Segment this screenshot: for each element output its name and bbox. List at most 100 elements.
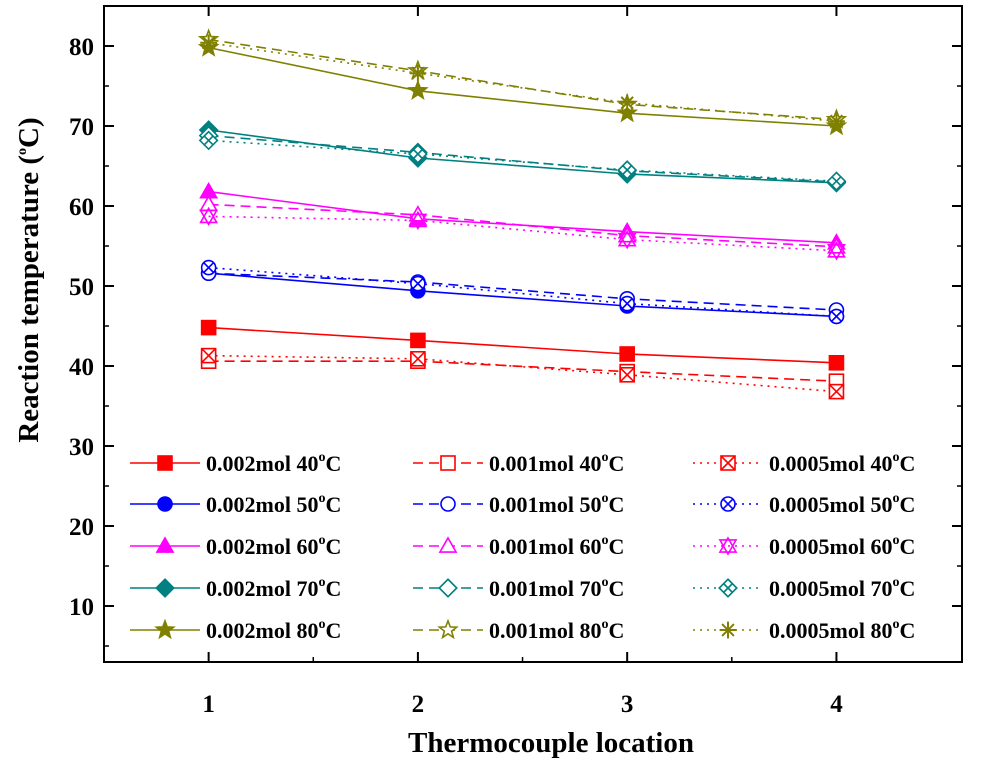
y-tick-label: 50 — [69, 274, 94, 301]
legend-entry: 0.002mol 70oC — [130, 575, 341, 601]
y-axis-title: Reaction temperature (oC) — [13, 117, 45, 442]
marker-triangle-x — [199, 206, 219, 224]
marker-star-filled — [407, 79, 429, 101]
marker-square-open — [440, 455, 456, 471]
legend-label: 0.002mol 60oC — [206, 533, 341, 559]
series-lines — [208, 38, 837, 393]
legend-entry: 0.001mol 60oC — [413, 533, 624, 559]
data-point — [199, 206, 219, 227]
y-tick-label: 10 — [69, 594, 94, 621]
series-line — [208, 354, 837, 393]
marker-triangle-x — [827, 241, 846, 258]
y-tick-label: 80 — [69, 34, 94, 61]
legend-entry: 0.001mol 70oC — [413, 575, 624, 601]
legend-entry: 0.002mol 50oC — [130, 491, 341, 517]
legend-entry: 0.0005mol 60oC — [693, 533, 915, 559]
x-axis-title: Thermocouple location — [408, 727, 694, 759]
series-line — [208, 38, 837, 121]
plot-border — [103, 5, 963, 663]
marker-triangle-x — [408, 210, 428, 228]
data-point — [828, 112, 845, 130]
x-tick-label: 1 — [202, 691, 215, 718]
marker-square-x-cross — [410, 351, 426, 367]
legend-label: 0.001mol 50oC — [489, 491, 624, 517]
legend-label: 0.002mol 70oC — [206, 575, 341, 601]
legend: 0.002mol 40oC 0.001mol 40oC 0.0005mol 40oC… — [130, 450, 915, 643]
marker-star-filled — [616, 101, 639, 123]
marker-square-filled — [410, 332, 426, 349]
marker-circle-open — [440, 496, 456, 512]
marker-triangle-x-inverted — [718, 539, 738, 556]
legend-label: 0.001mol 70oC — [489, 575, 624, 601]
marker-triangle-filled — [155, 536, 175, 553]
marker-star-open — [437, 618, 459, 640]
series-line — [208, 266, 837, 318]
series-line — [208, 215, 837, 252]
data-point — [826, 171, 847, 192]
data-point — [200, 34, 218, 52]
marker-triangle-open — [438, 536, 458, 553]
data-point — [619, 366, 635, 383]
y-axis: 10 20 30 40 50 60 70 80 — [69, 34, 962, 647]
legend-entry: 0.002mol 40oC — [130, 450, 341, 476]
y-tick-label: 20 — [69, 514, 94, 541]
marker-square-filled — [157, 455, 173, 471]
legend-entry: 0.0005mol 80oC — [693, 617, 915, 643]
marker-circle-filled — [157, 496, 173, 512]
legend-label: 0.002mol 80oC — [206, 617, 341, 643]
series-line — [208, 42, 837, 122]
legend-label: 0.0005mol 70oC — [769, 575, 915, 601]
marker-asterisk-arm — [721, 623, 735, 637]
marker-asterisk-arm — [201, 36, 216, 50]
marker-asterisk-arm — [620, 96, 634, 110]
marker-asterisk-arm — [411, 66, 425, 80]
data-point — [200, 259, 217, 276]
x-tick-label: 3 — [621, 691, 634, 718]
marker-star-filled — [154, 618, 176, 640]
series-markers — [197, 28, 848, 400]
legend-entry: 0.002mol 60oC — [130, 533, 341, 559]
data-point — [198, 130, 219, 151]
data-point — [407, 79, 429, 101]
marker-square-x-cross — [720, 455, 736, 471]
marker-square-x-cross — [828, 384, 845, 400]
marker-circle-x-cross — [621, 298, 633, 310]
marker-diamond-x-cross — [203, 135, 214, 146]
marker-diamond-x-cross — [412, 149, 423, 159]
marker-triangle-x-inverted — [617, 232, 637, 250]
series-line — [208, 326, 837, 364]
marker-square-filled — [828, 354, 845, 371]
marker-diamond-x-cross — [622, 165, 633, 175]
series-line — [208, 190, 837, 244]
data-point — [619, 346, 635, 362]
marker-square-filled — [619, 346, 635, 362]
legend-label: 0.0005mol 50oC — [769, 491, 915, 517]
plot-frame — [103, 5, 963, 663]
marker-square-filled — [200, 319, 217, 336]
series-line — [208, 272, 837, 311]
series-line — [208, 139, 837, 182]
y-tick-label: 60 — [69, 194, 94, 221]
marker-triangle-x — [718, 536, 738, 553]
data-point — [619, 295, 635, 312]
marker-circle-x-cross — [203, 262, 215, 274]
data-point — [408, 144, 428, 164]
data-point — [618, 94, 636, 112]
data-point — [828, 383, 845, 400]
data-point — [617, 229, 637, 250]
legend-entry: 0.001mol 40oC — [413, 450, 624, 476]
legend-entry: 0.0005mol 40oC — [693, 450, 915, 476]
data-point — [410, 350, 426, 367]
marker-triangle-x — [617, 229, 637, 247]
marker-square-x-cross — [201, 348, 217, 364]
legend-label: 0.001mol 60oC — [489, 533, 624, 559]
data-point — [200, 347, 217, 364]
marker-diamond-x-cross — [831, 176, 842, 187]
legend-label: 0.002mol 40oC — [206, 450, 341, 476]
x-tick-label: 2 — [412, 691, 425, 718]
legend-label: 0.0005mol 80oC — [769, 617, 915, 643]
series-line — [208, 360, 837, 382]
data-point — [617, 160, 638, 180]
data-point — [828, 354, 845, 371]
